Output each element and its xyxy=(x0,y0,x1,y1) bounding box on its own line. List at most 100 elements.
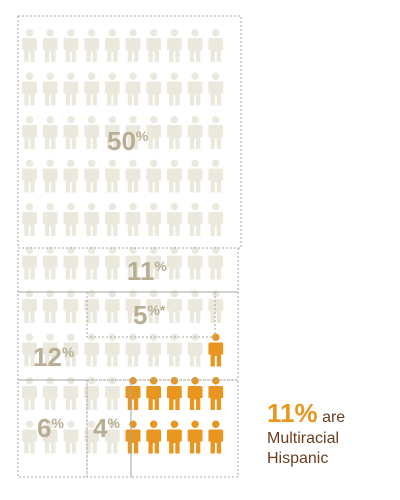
group-border-11-highlight xyxy=(130,379,239,478)
person-icon xyxy=(125,72,141,106)
person-icon xyxy=(22,29,37,62)
person-icon-highlight xyxy=(146,420,162,454)
person-icon xyxy=(166,116,182,149)
icons-layer xyxy=(22,29,224,454)
person-icon-highlight xyxy=(208,420,224,454)
person-icon xyxy=(208,159,224,193)
person-icon xyxy=(42,159,58,193)
person-icon xyxy=(104,72,120,106)
highlight-suffix: are xyxy=(322,409,346,426)
person-icon-highlight xyxy=(187,377,203,410)
person-icon xyxy=(42,246,58,280)
person-icon xyxy=(166,203,182,236)
person-icon xyxy=(166,290,182,323)
group-label-11: 11% xyxy=(127,256,168,286)
person-icon xyxy=(187,159,203,193)
person-icon-highlight xyxy=(166,377,182,410)
person-icon xyxy=(22,420,37,454)
person-icon xyxy=(208,116,224,149)
person-icon xyxy=(187,246,203,280)
person-icon xyxy=(63,116,79,149)
group-borders xyxy=(17,15,242,478)
person-icon xyxy=(22,116,37,149)
person-icon xyxy=(146,116,162,149)
person-icon xyxy=(104,290,120,323)
person-icon xyxy=(166,246,182,280)
person-icon-highlight xyxy=(125,420,141,454)
person-icon xyxy=(125,159,141,193)
person-icon xyxy=(125,29,141,62)
person-icon xyxy=(84,159,100,193)
person-icon xyxy=(187,72,203,106)
person-icon xyxy=(166,72,182,106)
person-icon-highlight xyxy=(208,377,224,410)
person-icon xyxy=(42,203,58,236)
person-icon xyxy=(63,72,79,106)
person-icon xyxy=(63,377,79,410)
highlight-value: 11% xyxy=(267,398,318,428)
person-icon xyxy=(104,203,120,236)
person-icon xyxy=(63,29,79,62)
group-label-12: 12% xyxy=(33,342,75,372)
person-icon xyxy=(84,72,100,106)
person-icon xyxy=(22,159,37,193)
person-icon xyxy=(208,203,224,236)
person-icon xyxy=(208,290,224,323)
person-icon-highlight xyxy=(166,420,182,454)
person-icon xyxy=(146,203,162,236)
highlight-line-1: Multiracial xyxy=(267,430,340,447)
person-icon xyxy=(125,203,141,236)
person-icon xyxy=(146,159,162,193)
person-icon-highlight xyxy=(125,377,141,410)
person-icon xyxy=(84,203,100,236)
person-icon xyxy=(42,29,58,62)
person-icon xyxy=(84,116,100,149)
group-border-50 xyxy=(17,15,242,249)
group-labels: 50% 11% 5%* 12% 6% 4% xyxy=(33,126,168,443)
person-icon xyxy=(146,72,162,106)
person-icon xyxy=(187,290,203,323)
person-icon xyxy=(84,377,100,410)
person-icon xyxy=(104,29,120,62)
group-label-50: 50% xyxy=(107,126,149,156)
person-icon xyxy=(146,333,162,367)
person-icon xyxy=(187,203,203,236)
group-label-6: 6% xyxy=(37,413,64,443)
group-border-4 xyxy=(86,379,132,478)
person-icon xyxy=(166,29,182,62)
person-icon xyxy=(22,290,37,323)
person-icon xyxy=(104,377,120,410)
person-icon xyxy=(63,159,79,193)
person-icon xyxy=(84,246,100,280)
person-icon xyxy=(42,72,58,106)
person-icon xyxy=(63,246,79,280)
person-icon xyxy=(22,72,37,106)
person-icon xyxy=(208,246,224,280)
person-icon xyxy=(208,72,224,106)
person-icon xyxy=(42,377,58,410)
person-icon-highlight xyxy=(208,333,224,367)
person-icon xyxy=(208,29,224,62)
person-icon xyxy=(22,203,37,236)
person-icon xyxy=(104,333,120,367)
person-icon xyxy=(146,29,162,62)
person-icon xyxy=(166,333,182,367)
highlight-line-2: Hispanic xyxy=(267,450,329,467)
person-icon xyxy=(22,377,37,410)
person-icon xyxy=(187,116,203,149)
person-icon xyxy=(63,203,79,236)
group-label-4: 4% xyxy=(93,413,120,443)
person-icon-highlight xyxy=(187,420,203,454)
person-icon xyxy=(84,290,100,323)
person-icon xyxy=(104,159,120,193)
person-icon xyxy=(63,420,79,454)
person-icon xyxy=(187,29,203,62)
person-icon xyxy=(42,116,58,149)
person-icon xyxy=(104,246,120,280)
person-icon xyxy=(22,246,37,280)
person-icon xyxy=(187,333,203,367)
person-icon-highlight xyxy=(146,377,162,410)
person-icon xyxy=(125,333,141,367)
group-label-5: 5%* xyxy=(133,300,166,330)
